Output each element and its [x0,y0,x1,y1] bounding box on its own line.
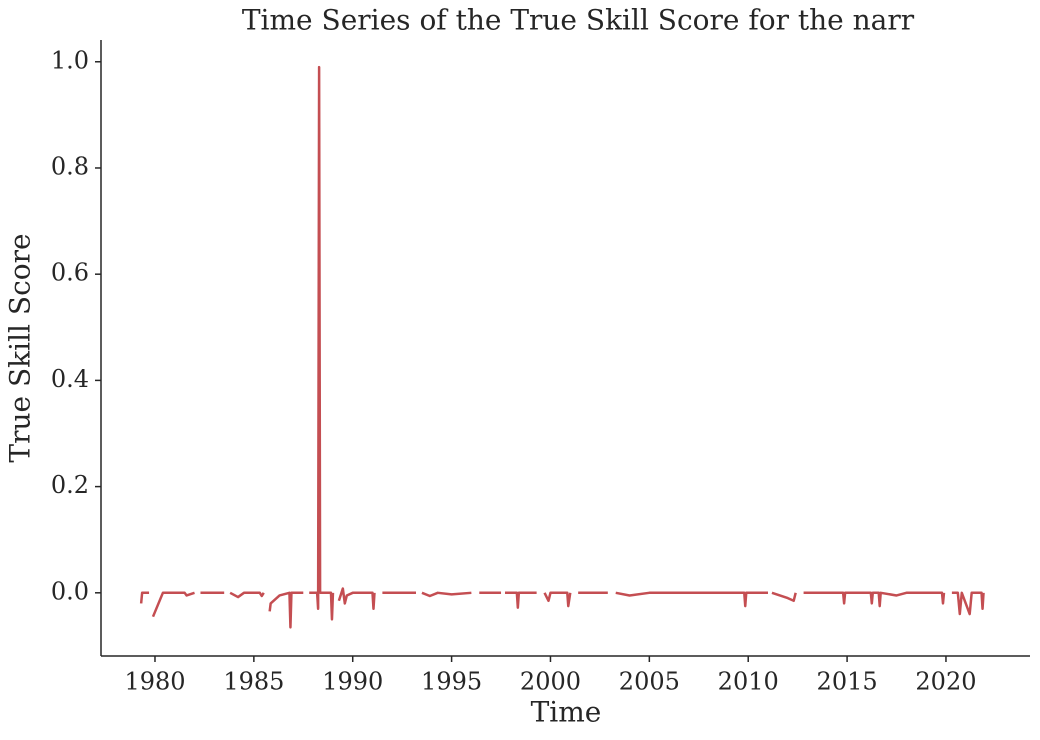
y-tick-label: 0.4 [51,365,89,393]
x-tick-label: 1995 [421,668,482,696]
x-tick-label: 1985 [223,668,284,696]
x-tick-label: 1990 [322,668,383,696]
chart-title: Time Series of the True Skill Score for … [242,4,915,37]
y-axis-label: True Skill Score [4,233,37,462]
x-tick-label: 2015 [817,668,878,696]
y-tick-label: 0.0 [51,577,89,605]
y-tick-label: 0.2 [51,471,89,499]
y-tick-label: 0.6 [51,259,89,287]
y-tick-label: 0.8 [51,152,89,180]
y-tick-label: 1.0 [51,46,89,74]
x-tick-label: 2010 [718,668,779,696]
line [139,65,985,629]
x-tick-label: 2005 [619,668,680,696]
x-tick-label: 1980 [124,668,185,696]
x-tick-label: 2020 [915,668,976,696]
x-tick-label: 2000 [520,668,581,696]
x-axis-label: Time [531,696,602,729]
